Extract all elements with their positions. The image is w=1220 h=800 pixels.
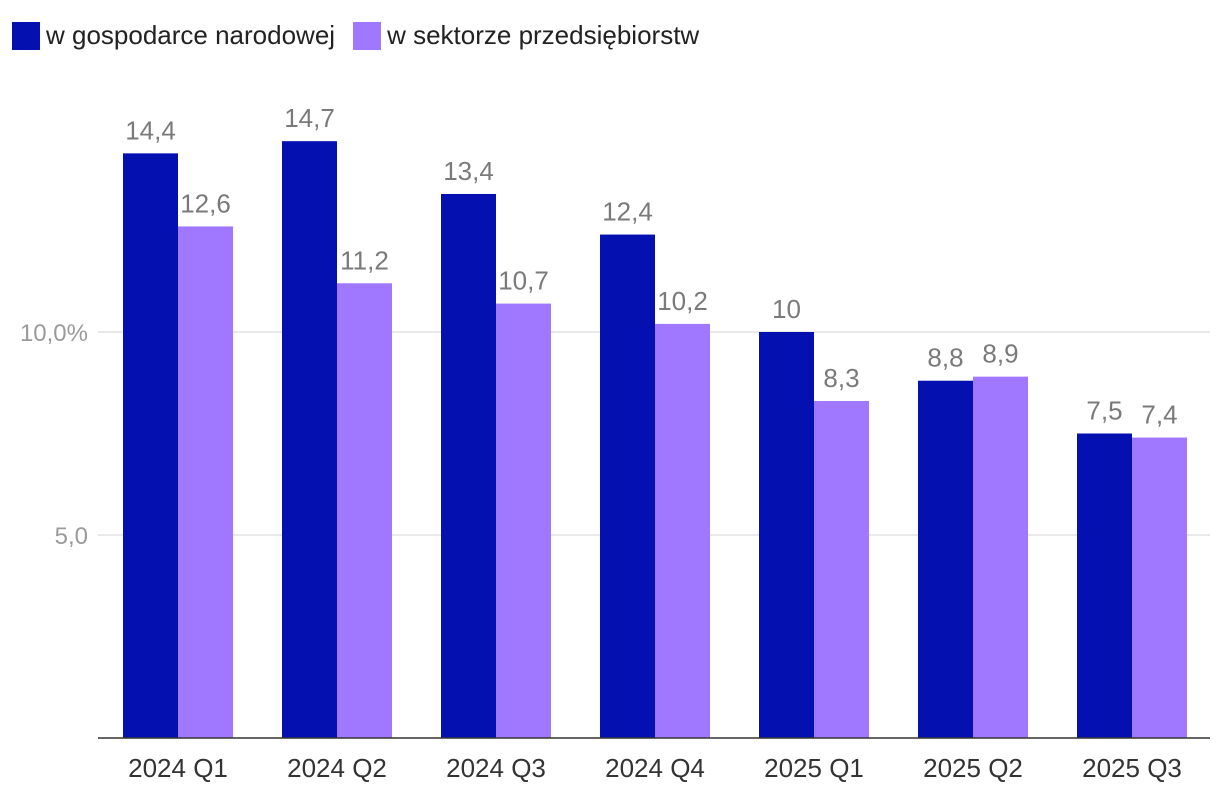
legend-swatch-przedsiebiorstwa [353,21,382,50]
data-label-s1-c0: 12,6 [180,188,231,218]
legend: w gospodarce narodowej w sektorze przeds… [12,20,699,51]
data-label-s1-c6: 7,4 [1141,400,1177,430]
legend-label-gospodarka: w gospodarce narodowej [46,20,336,50]
legend-swatch-gospodarka [12,21,40,50]
bar-s1-c2 [496,303,551,738]
x-tick-label-1: 2024 Q2 [287,753,387,783]
data-label-s1-c2: 10,7 [498,266,549,296]
bar-s0-c3 [600,234,655,738]
bar-s0-c6 [1077,433,1132,738]
bar-s1-c4 [814,401,869,738]
y-tick-label-1: 10,0% [20,320,88,347]
bar-s1-c6 [1132,437,1187,738]
x-tick-label-0: 2024 Q1 [128,753,228,783]
data-label-s1-c1: 11,2 [340,245,389,275]
data-label-s0-c2: 13,4 [443,156,494,186]
data-label-s1-c4: 8,3 [823,363,859,393]
x-tick-label-6: 2025 Q3 [1082,753,1182,783]
data-label-s0-c1: 14,7 [284,103,335,133]
bar-s0-c2 [441,193,496,738]
data-label-s0-c4: 10 [772,294,801,324]
data-label-s0-c5: 8,8 [927,343,963,373]
legend-item-przedsiebiorstwa: w sektorze przedsiębiorstw [353,20,699,51]
data-label-s0-c3: 12,4 [602,197,653,227]
data-label-s1-c3: 10,2 [657,286,708,316]
data-label-s0-c0: 14,4 [125,115,176,145]
legend-label-przedsiebiorstwa: w sektorze przedsiębiorstw [387,20,700,50]
x-tick-label-2: 2024 Q3 [446,753,546,783]
data-label-s1-c5: 8,9 [982,339,1018,369]
y-tick-label-0: 5,0 [55,523,88,550]
bar-s0-c5 [918,380,973,738]
data-label-s0-c6: 7,5 [1086,396,1122,426]
legend-item-gospodarka: w gospodarce narodowej [12,20,335,51]
bar-s1-c5 [973,376,1028,738]
bar-s1-c1 [337,283,392,738]
x-tick-label-4: 2025 Q1 [764,753,864,783]
x-tick-label-5: 2025 Q2 [923,753,1023,783]
bar-s0-c1 [282,141,337,738]
bar-s1-c3 [655,323,710,738]
bar-s1-c0 [178,226,233,738]
bar-s0-c0 [123,153,178,739]
x-tick-label-3: 2024 Q4 [605,753,705,783]
bar-s0-c4 [759,332,814,738]
